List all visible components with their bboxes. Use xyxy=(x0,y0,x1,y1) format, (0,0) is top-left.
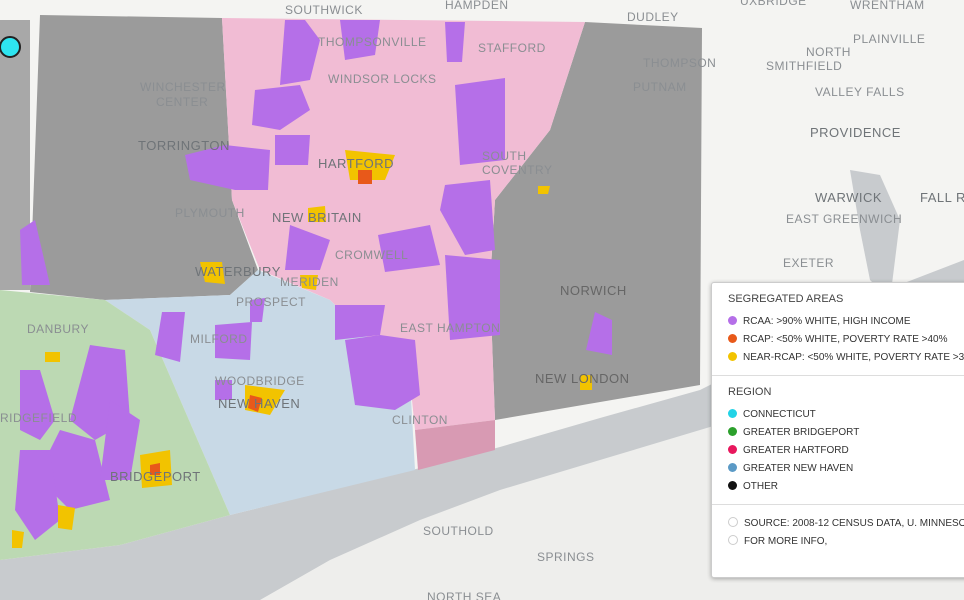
place-label: THOMPSONVILLE xyxy=(318,35,427,49)
place-label: SMITHFIELD xyxy=(766,59,842,73)
region-other xyxy=(30,15,258,300)
region-other xyxy=(0,20,30,290)
legend-label: CONNECTICUT xyxy=(743,409,816,420)
place-label: PROSPECT xyxy=(236,295,306,309)
place-label: NEW HAVEN xyxy=(218,396,300,411)
legend-item[interactable]: RCAA: >90% WHITE, HIGH INCOME xyxy=(728,313,964,331)
place-label: RIDGEFIELD xyxy=(0,411,77,425)
place-label: WOODBRIDGE xyxy=(215,374,305,388)
place-label: BRIDGEPORT xyxy=(110,469,201,484)
place-label: DANBURY xyxy=(27,322,89,336)
place-label: TORRINGTON xyxy=(138,138,230,153)
place-label: NEW LONDON xyxy=(535,371,630,386)
place-label: COVENTRY xyxy=(482,163,552,177)
place-label: SOUTHWICK xyxy=(285,3,363,17)
legend-item[interactable]: CONNECTICUT xyxy=(728,406,964,424)
region-other xyxy=(490,22,702,420)
note-text: SOURCE: 2008-12 CENSUS DATA, U. MINNESOT… xyxy=(744,518,964,529)
legend-title: REGION xyxy=(728,386,772,398)
place-label: MERIDEN xyxy=(280,275,339,289)
legend-label: GREATER BRIDGEPORT xyxy=(743,427,860,438)
legend-item[interactable]: GREATER NEW HAVEN xyxy=(728,460,964,478)
place-label: WINDSOR LOCKS xyxy=(328,72,437,86)
place-label: HARTFORD xyxy=(318,156,394,171)
note: SOURCE: 2008-12 CENSUS DATA, U. MINNESOT… xyxy=(728,515,964,533)
note-text: FOR MORE INFO, xyxy=(744,536,828,547)
place-label: FALL RIVER xyxy=(920,190,964,205)
place-label: CROMWELL xyxy=(335,248,408,262)
legend-item[interactable]: OTHER xyxy=(728,478,964,496)
place-label: CLINTON xyxy=(392,413,448,427)
place-label: WARWICK xyxy=(815,190,882,205)
legend-item[interactable]: NEAR-RCAP: <50% WHITE, POVERTY RATE >30% xyxy=(728,349,964,367)
place-label: EAST GREENWICH xyxy=(786,212,902,226)
place-label: WATERBURY xyxy=(195,264,281,279)
note[interactable]: FOR MORE INFO, xyxy=(728,533,964,551)
place-label: SPRINGS xyxy=(537,550,595,564)
place-label: UXBRIDGE xyxy=(740,0,807,8)
place-label: NEW BRITAIN xyxy=(272,210,362,225)
legend-item[interactable]: RCAP: <50% WHITE, POVERTY RATE >40% xyxy=(728,331,964,349)
place-label: SOUTHOLD xyxy=(423,524,494,538)
place-label: SOUTH xyxy=(482,149,527,163)
place-label: WRENTHAM xyxy=(850,0,925,12)
legend-label: GREATER NEW HAVEN xyxy=(743,463,854,474)
place-label: PUTNAM xyxy=(633,80,687,94)
place-label: MILFORD xyxy=(190,332,248,346)
legend-item[interactable]: GREATER BRIDGEPORT xyxy=(728,424,964,442)
legend-label: RCAP: <50% WHITE, POVERTY RATE >40% xyxy=(743,334,948,345)
rcap-areas xyxy=(150,170,372,475)
region-hartford xyxy=(415,420,495,470)
place-label: CENTER xyxy=(156,95,208,109)
legend-label: GREATER HARTFORD xyxy=(743,445,849,456)
place-label: NORTH SEA xyxy=(427,590,501,600)
place-label: NORWICH xyxy=(560,283,627,298)
legend-label: RCAA: >90% WHITE, HIGH INCOME xyxy=(743,316,911,327)
legend-section: SEGREGATED AREAS RCAA: >90% WHITE, HIGH … xyxy=(712,283,964,376)
place-label: EAST HAMPTON xyxy=(400,321,500,335)
legend: SEGREGATED AREAS RCAA: >90% WHITE, HIGH … xyxy=(711,282,964,578)
legend-title: SEGREGATED AREAS xyxy=(728,293,844,305)
place-label: PLYMOUTH xyxy=(175,206,245,220)
rcaa-areas xyxy=(15,20,612,540)
bay xyxy=(850,170,900,300)
place-label: HAMPDEN xyxy=(445,0,509,12)
place-label: DUDLEY xyxy=(627,10,679,24)
place-label: STAFFORD xyxy=(478,41,546,55)
place-label: PLAINVILLE xyxy=(853,32,925,46)
place-label: PROVIDENCE xyxy=(810,125,901,140)
legend-label: NEAR-RCAP: <50% WHITE, POVERTY RATE >30% xyxy=(743,352,964,363)
place-label: WINCHESTER xyxy=(140,80,226,94)
location-marker[interactable] xyxy=(0,36,21,58)
legend-label: OTHER xyxy=(743,481,778,492)
legend-notes: SOURCE: 2008-12 CENSUS DATA, U. MINNESOT… xyxy=(712,505,964,559)
place-label: EXETER xyxy=(783,256,834,270)
place-label: THOMPSON xyxy=(643,56,716,70)
legend-item[interactable]: GREATER HARTFORD xyxy=(728,442,964,460)
place-label: VALLEY FALLS xyxy=(815,85,905,99)
place-label: NORTH xyxy=(806,45,851,59)
legend-section: REGION CONNECTICUT GREATER BRIDGEPORT GR… xyxy=(712,376,964,505)
